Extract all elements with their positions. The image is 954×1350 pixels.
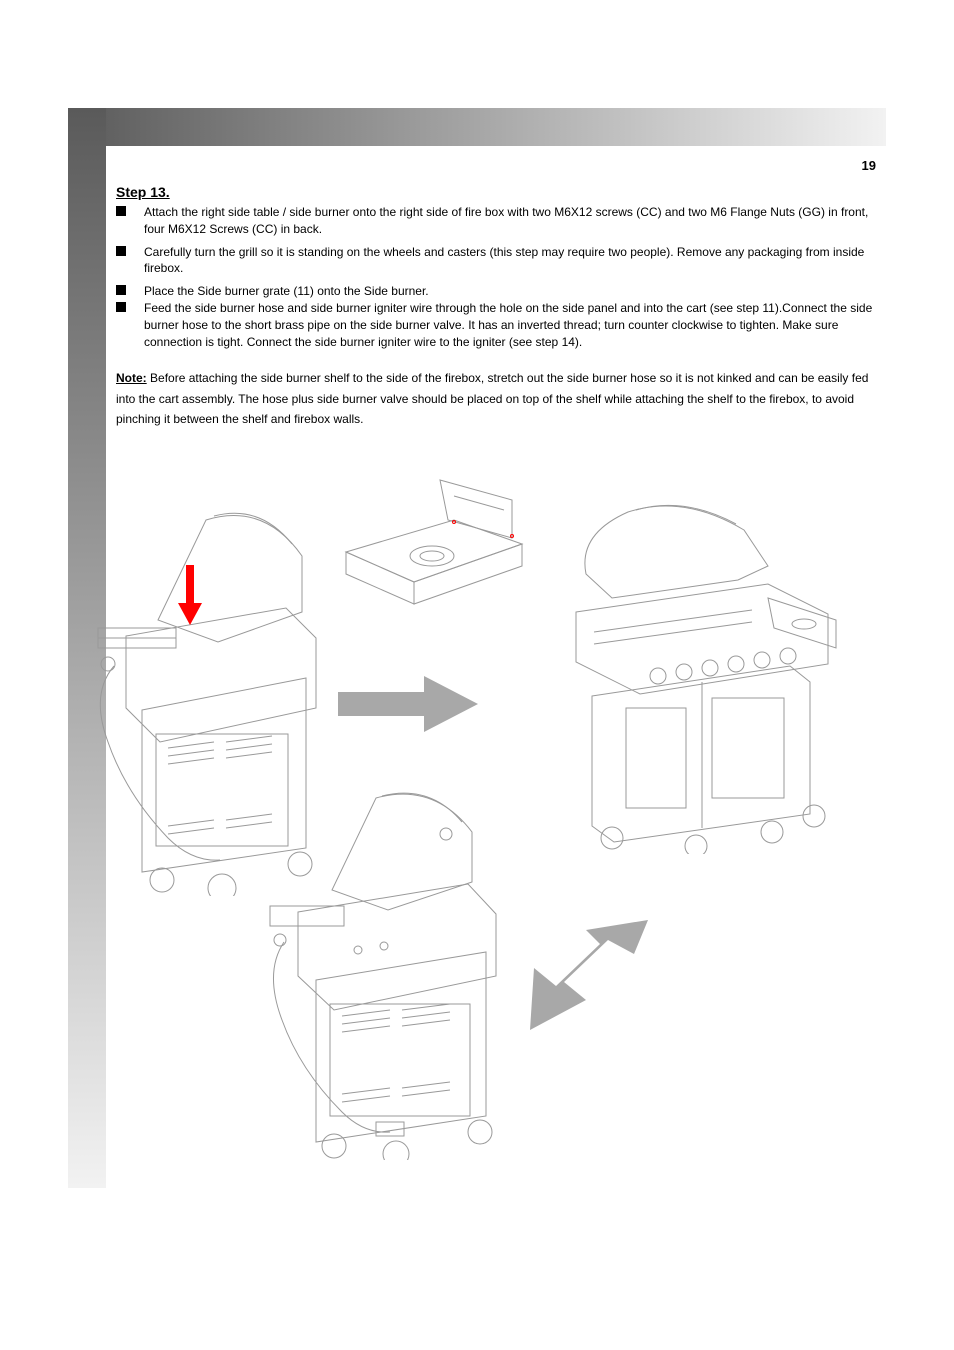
instruction-item: Place the Side burner grate (11) onto th… <box>116 283 874 300</box>
content-column: Step 13. Attach the right side table / s… <box>116 156 876 430</box>
diagram-grill-bottom <box>264 780 516 1160</box>
instruction-text: Feed the side burner hose and side burne… <box>144 301 872 349</box>
instruction-text: Carefully turn the grill so it is standi… <box>144 245 864 276</box>
instruction-item: Feed the side burner hose and side burne… <box>116 300 874 350</box>
red-arrow-icon <box>178 565 202 625</box>
instruction-text: Attach the right side table / side burne… <box>144 205 868 236</box>
border-gradient-top <box>68 108 886 146</box>
instruction-item: Attach the right side table / side burne… <box>116 204 874 238</box>
note-text: Before attaching the side burner shelf t… <box>116 371 868 426</box>
square-bullet-icon <box>116 246 126 256</box>
note-block: Note: Before attaching the side burner s… <box>116 368 876 429</box>
step-title: Step 13. <box>116 184 876 200</box>
page: 19 Step 13. Attach the right side table … <box>0 0 954 1350</box>
diagram-shelf-inset <box>336 474 532 630</box>
square-bullet-icon <box>116 206 126 216</box>
square-bullet-icon <box>116 302 126 312</box>
note-label: Note: <box>116 371 147 385</box>
instruction-item: Carefully turn the grill so it is standi… <box>116 244 874 278</box>
diagram-grill-right <box>536 498 846 854</box>
gray-arrow-right-icon <box>338 676 478 732</box>
instruction-text: Place the Side burner grate (11) onto th… <box>144 284 429 298</box>
instruction-list: Attach the right side table / side burne… <box>116 204 876 350</box>
gray-arrow-downleft-icon <box>530 920 650 1030</box>
square-bullet-icon <box>116 285 126 295</box>
